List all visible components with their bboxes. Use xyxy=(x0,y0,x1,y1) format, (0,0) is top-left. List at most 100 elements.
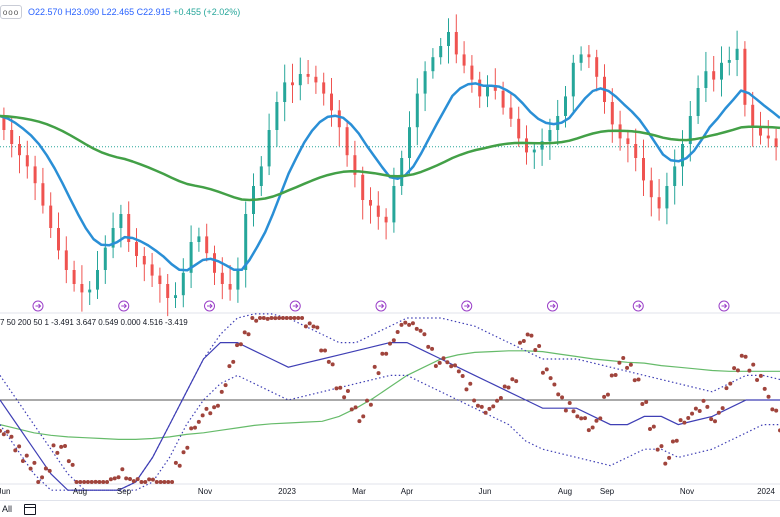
indicator-dot xyxy=(395,330,400,335)
indicator-dot xyxy=(537,344,542,349)
event-marker xyxy=(461,300,473,312)
indicator-dot xyxy=(735,368,740,373)
indicator-dot xyxy=(147,477,152,482)
event-marker-arrow xyxy=(207,303,213,309)
legend-high: H23.090 xyxy=(65,7,100,17)
indicator-dot xyxy=(506,385,511,390)
indicator-dot xyxy=(540,370,545,375)
candle-body xyxy=(2,116,6,130)
indicator-dot xyxy=(246,332,251,337)
indicator-dot xyxy=(456,369,461,374)
indicator-dot xyxy=(353,405,358,410)
indicator-dot xyxy=(189,426,194,431)
indicator-dot xyxy=(242,330,247,335)
indicator-dot xyxy=(273,316,278,321)
indicator-dot xyxy=(330,362,335,367)
legend-open: O22.570 xyxy=(28,7,63,17)
indicator-dot xyxy=(173,460,178,465)
indicator-dot xyxy=(93,479,98,484)
x-axis: Jun Aug Sep Nov 2023 Mar Apr Jun Aug Sep Nov 2024 xyxy=(0,487,775,496)
indicator-dot xyxy=(453,363,457,368)
indicator-dot xyxy=(632,378,637,383)
indicator-dot xyxy=(739,353,744,358)
indicator-dot xyxy=(376,371,381,376)
indicator-dot xyxy=(124,476,129,481)
candle-body xyxy=(688,116,692,144)
candle-body xyxy=(189,242,193,273)
indicator-dot xyxy=(563,408,568,413)
candle-body xyxy=(564,96,567,116)
indicator-dot xyxy=(674,438,679,443)
indicator-dot xyxy=(323,348,327,353)
indicator-dot xyxy=(686,416,691,421)
indicator-dot xyxy=(338,385,343,390)
candle-body xyxy=(751,104,755,128)
candle-body xyxy=(220,272,224,284)
candle-body xyxy=(33,166,37,184)
indicator-dot xyxy=(300,316,305,320)
candle-body xyxy=(587,54,591,58)
candle-body xyxy=(509,107,513,119)
indicator-dot xyxy=(445,360,450,365)
candle-body xyxy=(720,62,723,80)
indicator-dot xyxy=(101,480,106,484)
band-upper-line xyxy=(0,313,780,491)
indicator-dot xyxy=(598,416,603,421)
indicator-dot xyxy=(755,377,760,382)
x-tick-label: 2024 xyxy=(757,487,775,496)
more-dots-icon[interactable]: ooo xyxy=(0,5,22,19)
indicator-dot xyxy=(40,475,45,480)
event-marker xyxy=(32,300,44,312)
indicator-dot xyxy=(770,407,775,412)
indicator-dot xyxy=(89,480,94,484)
candle-body xyxy=(727,60,731,63)
indicator-dot xyxy=(682,420,687,425)
candle-body xyxy=(696,88,700,116)
candle-body xyxy=(236,270,240,290)
indicator-dot xyxy=(437,360,442,365)
candle-body xyxy=(298,74,302,86)
indicator-dot xyxy=(590,425,595,430)
candle-body xyxy=(88,289,92,293)
indicator-dot xyxy=(82,480,87,484)
indicator-dot xyxy=(720,406,725,411)
candle-body xyxy=(525,138,528,153)
indicator-dot xyxy=(552,382,557,387)
indicator-dot xyxy=(36,480,41,484)
indicator-dot xyxy=(410,321,415,326)
indicator-dot xyxy=(774,408,779,413)
candle-body xyxy=(610,102,614,125)
band-lower-line xyxy=(0,374,780,491)
indicator-dot xyxy=(521,339,526,344)
indicator-dot xyxy=(575,414,580,419)
candle-body xyxy=(205,236,209,254)
indicator-dot xyxy=(280,316,285,320)
candle-body xyxy=(634,144,638,158)
x-tick-label: Aug xyxy=(73,487,87,496)
x-tick-label: Jun xyxy=(479,487,492,496)
indicator-dot xyxy=(491,404,496,409)
candle-body xyxy=(431,57,435,72)
indicator-dot xyxy=(154,480,159,484)
indicator-dot xyxy=(372,364,377,369)
indicator-dot xyxy=(261,316,266,320)
event-marker-arrow xyxy=(550,303,556,309)
candle-body xyxy=(665,186,669,209)
candle-body xyxy=(345,127,349,156)
indicator-dot xyxy=(368,402,373,407)
indicator-dot xyxy=(311,324,316,329)
candle-body xyxy=(681,144,684,167)
range-all-button[interactable]: All xyxy=(2,504,13,514)
candle-body xyxy=(49,205,53,228)
indicator-dot xyxy=(709,417,714,422)
indicator-dot xyxy=(292,316,297,320)
candle-body xyxy=(150,264,154,276)
indicator-dot xyxy=(560,395,565,400)
indicator-dot xyxy=(525,332,530,337)
indicator-dot xyxy=(349,407,354,412)
candle-body xyxy=(103,247,107,270)
legend-close: C22.915 xyxy=(136,7,171,17)
candle-body xyxy=(306,74,310,77)
calendar-icon[interactable] xyxy=(24,503,37,515)
